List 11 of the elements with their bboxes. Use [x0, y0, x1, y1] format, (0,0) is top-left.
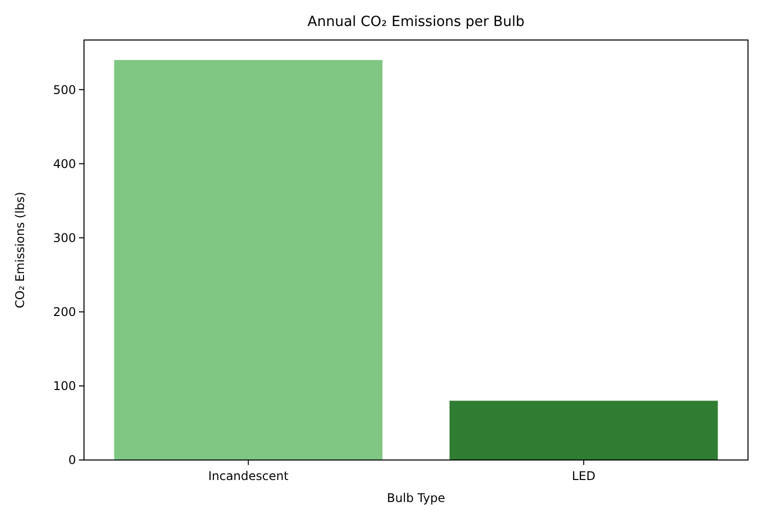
y-tick-label: 100 [53, 379, 76, 394]
y-tick-label: 0 [68, 453, 76, 468]
y-tick-label: 200 [53, 305, 76, 320]
y-tick-label: 300 [53, 230, 76, 245]
y-tick-label: 500 [53, 82, 76, 97]
x-axis-title: Bulb Type [386, 491, 446, 505]
y-axis-title: CO₂ Emissions (lbs) [13, 192, 27, 308]
chart-title: Annual CO₂ Emissions per Bulb [308, 14, 525, 30]
y-tick-label: 400 [53, 156, 76, 171]
x-tick-label: LED [572, 469, 596, 483]
x-tick-label: Incandescent [208, 469, 289, 483]
